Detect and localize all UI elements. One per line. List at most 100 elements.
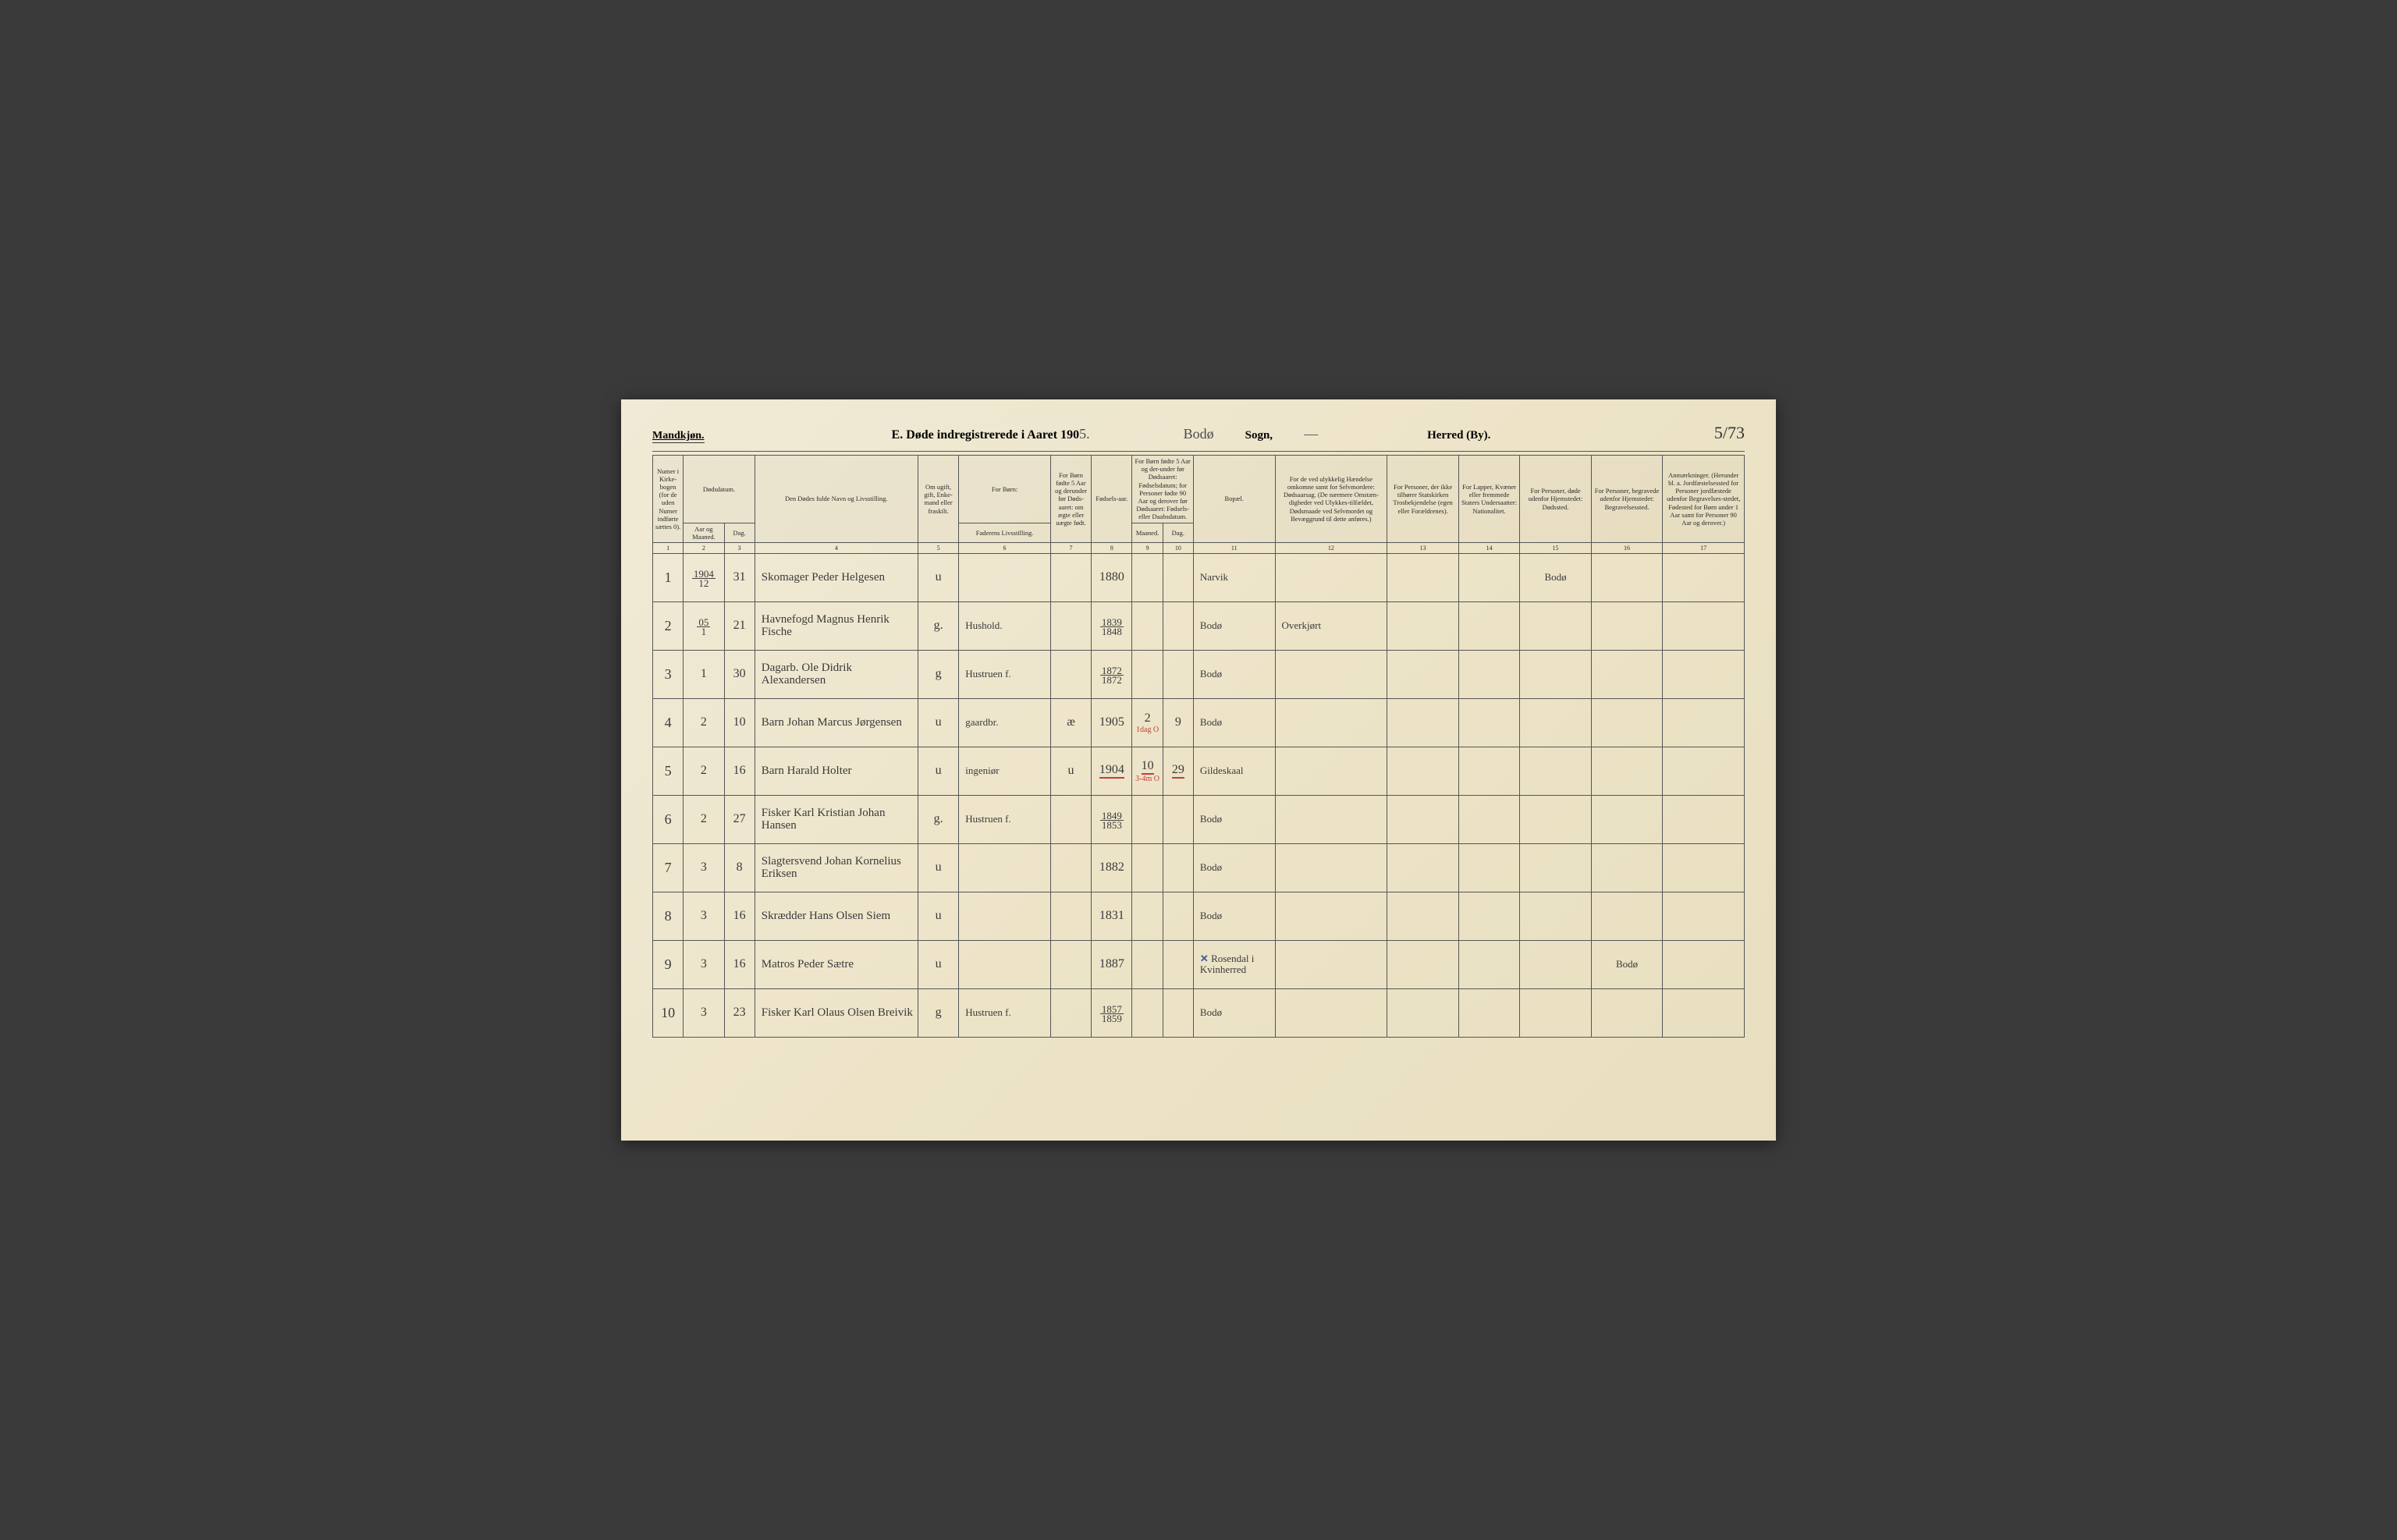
cell xyxy=(1275,843,1387,892)
cell: 3 xyxy=(684,988,724,1037)
cell: 9 xyxy=(653,940,684,988)
cell xyxy=(1458,988,1519,1037)
cell xyxy=(1163,650,1193,698)
page-number: 5/73 xyxy=(1714,423,1745,443)
col-8: Fødsels-aar. xyxy=(1092,456,1132,543)
cell xyxy=(1591,650,1663,698)
cell: 2 xyxy=(653,601,684,650)
column-numbers: 1234567891011121314151617 xyxy=(653,542,1745,553)
cell xyxy=(959,553,1051,601)
cell: Gildeskaal xyxy=(1193,747,1275,795)
cell xyxy=(1663,892,1745,940)
cell xyxy=(1387,553,1459,601)
cell xyxy=(1387,940,1459,988)
cell: u xyxy=(1050,747,1091,795)
table-head: Numer i Kirke-bogen (for de uden Numer i… xyxy=(653,456,1745,554)
cell: 10 xyxy=(653,988,684,1037)
cell: 4 xyxy=(653,698,684,747)
cell xyxy=(1663,553,1745,601)
cell xyxy=(1163,988,1193,1037)
colnum-cell: 14 xyxy=(1458,542,1519,553)
cell xyxy=(1275,698,1387,747)
cell xyxy=(1663,747,1745,795)
cell: ✕ Rosendal i Kvinherred xyxy=(1193,940,1275,988)
cell xyxy=(1275,940,1387,988)
cell xyxy=(1591,795,1663,843)
cell xyxy=(1663,601,1745,650)
cell xyxy=(1387,747,1459,795)
cell: g xyxy=(918,650,958,698)
cell xyxy=(1163,940,1193,988)
cell: Bodø xyxy=(1193,795,1275,843)
cell: Hustruen f. xyxy=(959,650,1051,698)
cell: 2 xyxy=(684,747,724,795)
cell xyxy=(1132,940,1163,988)
gender-label: Mandkjøn. xyxy=(652,430,705,443)
col-3: Dag. xyxy=(724,523,755,542)
colnum-cell: 3 xyxy=(724,542,755,553)
top-rule xyxy=(652,451,1745,452)
cell: 8 xyxy=(724,843,755,892)
cell: Bodø xyxy=(1520,553,1592,601)
table-row: 3130Dagarb. Ole Didrik AlexandersengHust… xyxy=(653,650,1745,698)
cell: Bodø xyxy=(1193,698,1275,747)
cell: 16 xyxy=(724,892,755,940)
cell xyxy=(1132,988,1163,1037)
cell xyxy=(1387,892,1459,940)
cell xyxy=(1458,843,1519,892)
cell: 190412 xyxy=(684,553,724,601)
cell xyxy=(1050,553,1091,601)
cell: 2 xyxy=(684,698,724,747)
cell: 1882 xyxy=(1092,843,1132,892)
col-2: Aar og Maaned. xyxy=(684,523,724,542)
cell: 18391848 xyxy=(1092,601,1132,650)
cell xyxy=(1663,698,1745,747)
cell xyxy=(1132,892,1163,940)
col-10: Dag. xyxy=(1163,523,1193,542)
cell xyxy=(1387,843,1459,892)
colnum-cell: 17 xyxy=(1663,542,1745,553)
colnum-cell: 6 xyxy=(959,542,1051,553)
cell: 9 xyxy=(1163,698,1193,747)
table-row: 205121Havnefogd Magnus Henrik Fischeg.Hu… xyxy=(653,601,1745,650)
cell xyxy=(959,892,1051,940)
cell xyxy=(1458,698,1519,747)
col-17: Anmærkninger. (Herunder bl. a. Jordfæste… xyxy=(1663,456,1745,543)
cell: Matros Peder Sætre xyxy=(755,940,918,988)
cell: Skrædder Hans Olsen Siem xyxy=(755,892,918,940)
cell xyxy=(1458,553,1519,601)
cell xyxy=(1591,747,1663,795)
cell: 1905 xyxy=(1092,698,1132,747)
cell xyxy=(1458,601,1519,650)
herred-label: Herred (By). xyxy=(1427,429,1490,442)
table-row: 119041231Skomager Peder Helgesenu1880Nar… xyxy=(653,553,1745,601)
col-5: Om ugift, gift, Enke-mand eller fraskilt… xyxy=(918,456,958,543)
cell xyxy=(1520,988,1592,1037)
cell xyxy=(1132,650,1163,698)
cell xyxy=(1520,795,1592,843)
colnum-cell: 10 xyxy=(1163,542,1193,553)
cell xyxy=(1458,795,1519,843)
cell xyxy=(1458,892,1519,940)
cell xyxy=(1520,601,1592,650)
cell: 7 xyxy=(653,843,684,892)
page-header: Mandkjøn. E. Døde indregistrerede i Aare… xyxy=(652,423,1745,443)
ledger-page: Mandkjøn. E. Døde indregistrerede i Aare… xyxy=(621,399,1776,1141)
table-row: 5216Barn Harald Holteruingeniøru1904103-… xyxy=(653,747,1745,795)
cell: æ xyxy=(1050,698,1091,747)
cell: 051 xyxy=(684,601,724,650)
col-16: For Personer, begravede udenfor Hjemsted… xyxy=(1591,456,1663,543)
colnum-cell: 9 xyxy=(1132,542,1163,553)
cell: Bodø xyxy=(1591,940,1663,988)
cell: gaardbr. xyxy=(959,698,1051,747)
cell: u xyxy=(918,892,958,940)
cell: 18491853 xyxy=(1092,795,1132,843)
cell: 1 xyxy=(653,553,684,601)
table-row: 8316Skrædder Hans Olsen Siemu1831Bodø xyxy=(653,892,1745,940)
cell: Dagarb. Ole Didrik Alexandersen xyxy=(755,650,918,698)
col-9-top: For Børn fødte 5 Aar og der-under før Dø… xyxy=(1132,456,1193,523)
cell: Bodø xyxy=(1193,843,1275,892)
cell xyxy=(1275,747,1387,795)
cell xyxy=(1275,795,1387,843)
cell: Fisker Karl Kristian Johan Hansen xyxy=(755,795,918,843)
